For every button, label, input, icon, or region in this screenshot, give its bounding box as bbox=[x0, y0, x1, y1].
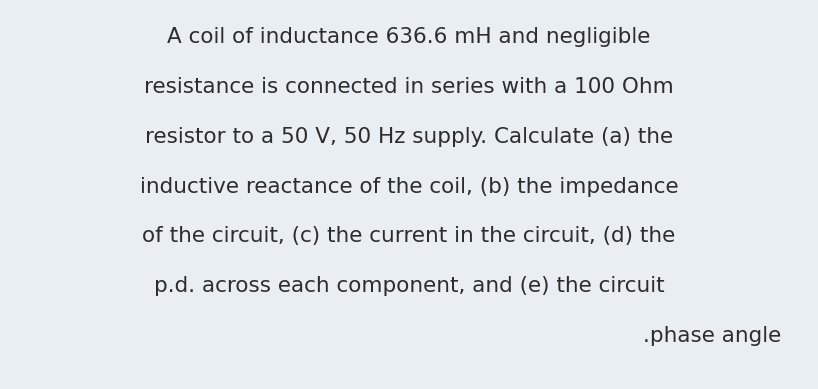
Text: p.d. across each component, and (e) the circuit: p.d. across each component, and (e) the … bbox=[154, 276, 664, 296]
Text: .phase angle: .phase angle bbox=[643, 326, 781, 346]
Text: A coil of inductance 636.6 mH and negligible: A coil of inductance 636.6 mH and neglig… bbox=[168, 27, 650, 47]
Text: resistance is connected in series with a 100 Ohm: resistance is connected in series with a… bbox=[144, 77, 674, 97]
Text: of the circuit, (c) the current in the circuit, (d) the: of the circuit, (c) the current in the c… bbox=[142, 226, 676, 246]
Text: inductive reactance of the coil, (b) the impedance: inductive reactance of the coil, (b) the… bbox=[140, 177, 678, 196]
Text: resistor to a 50 V, 50 Hz supply. Calculate (a) the: resistor to a 50 V, 50 Hz supply. Calcul… bbox=[145, 127, 673, 147]
